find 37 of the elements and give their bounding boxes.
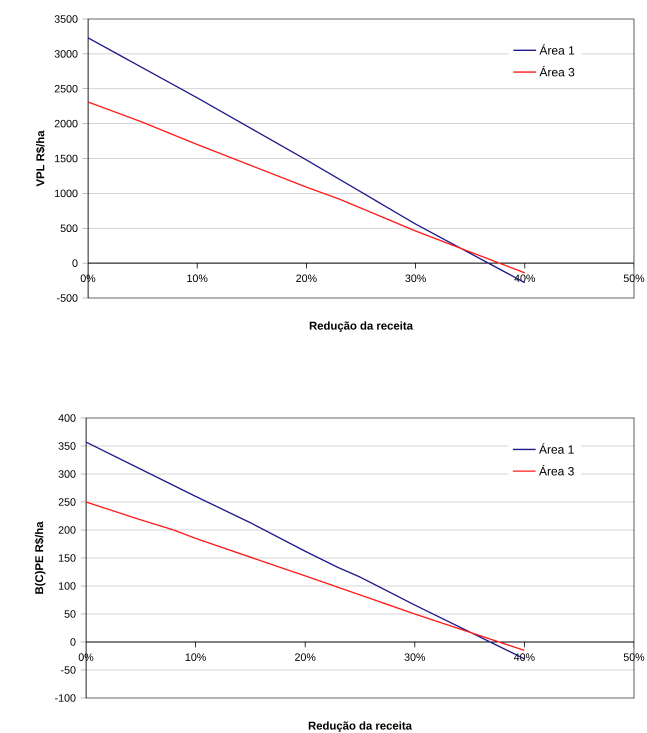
y-tick-label: 350 bbox=[58, 442, 76, 450]
y-tick-label: 0 bbox=[72, 259, 78, 267]
y-tick-label: 200 bbox=[58, 526, 76, 534]
y-tick-label: 3000 bbox=[54, 50, 78, 58]
legend-label: Área 3 bbox=[538, 464, 574, 476]
y-tick-label: 1000 bbox=[55, 190, 78, 198]
legend-label: Área 1 bbox=[539, 44, 574, 55]
line-series bbox=[86, 501, 526, 652]
y-tick-label: 250 bbox=[58, 498, 76, 506]
y-tick-label: 0 bbox=[70, 638, 76, 646]
x-tick-label: 30% bbox=[405, 274, 426, 282]
x-axis-title: Redução da receita bbox=[310, 321, 414, 332]
y-tick-label: 50 bbox=[64, 610, 76, 618]
y-tick-label: 150 bbox=[58, 554, 76, 562]
y-tick-label: 2000 bbox=[54, 120, 78, 128]
y-tick-label: 100 bbox=[58, 582, 76, 590]
x-tick-label: 10% bbox=[186, 653, 206, 661]
y-axis-title: B(C)PE R$/ha bbox=[34, 521, 46, 594]
y-axis-title: VPL R$/ha bbox=[36, 130, 46, 186]
x-tick-label: 20% bbox=[296, 274, 317, 282]
y-tick-label: 400 bbox=[58, 414, 76, 422]
legend-label: Área 3 bbox=[539, 66, 574, 76]
y-tick-label: 1500 bbox=[55, 154, 78, 162]
y-tick-label: -50 bbox=[61, 666, 76, 674]
x-tick-label: 40% bbox=[514, 653, 535, 661]
x-tick-label: 10% bbox=[187, 274, 208, 282]
y-tick-label: -100 bbox=[55, 694, 76, 702]
y-tick-label: 3500 bbox=[54, 15, 78, 23]
y-tick-label: 2500 bbox=[54, 84, 78, 93]
y-tick-label: 500 bbox=[60, 224, 78, 232]
line-series bbox=[88, 101, 526, 274]
legend-label: Área 1 bbox=[538, 443, 574, 454]
y-tick-label: 300 bbox=[58, 470, 76, 478]
x-tick-label: 20% bbox=[295, 653, 316, 661]
x-tick-label: 30% bbox=[404, 653, 426, 661]
x-axis-title: Redução da receita bbox=[308, 721, 412, 732]
y-tick-label: -500 bbox=[57, 294, 78, 302]
